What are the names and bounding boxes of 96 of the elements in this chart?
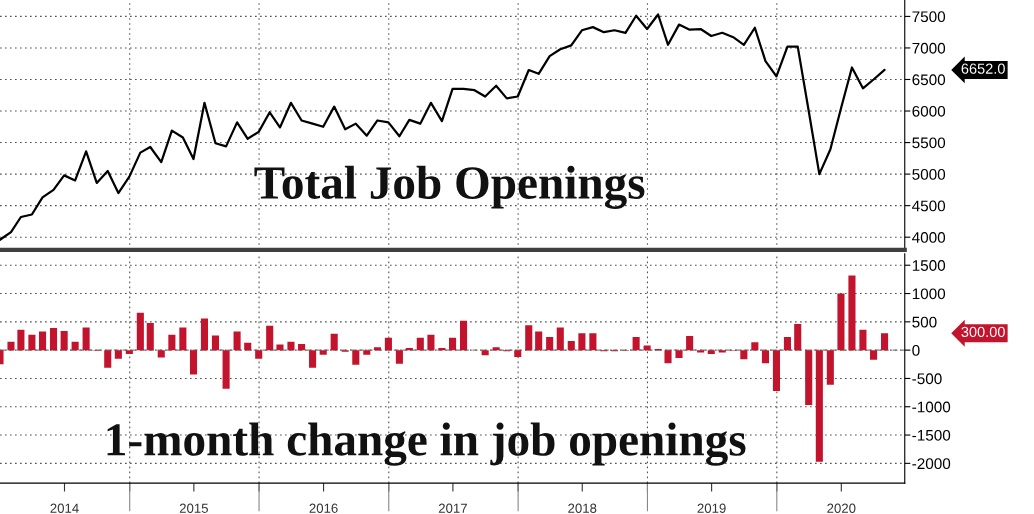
x-tick-label: 2018	[568, 503, 597, 513]
bar	[525, 325, 533, 351]
bar	[707, 350, 715, 355]
bar	[783, 337, 791, 351]
bar	[772, 350, 781, 391]
bar	[459, 320, 468, 351]
y-tick-label: -1000	[912, 401, 951, 413]
bar	[17, 329, 25, 351]
bar	[427, 334, 435, 351]
bar	[125, 350, 133, 355]
bar	[686, 335, 694, 351]
bar	[664, 350, 672, 364]
y-tick-label: 0	[912, 345, 920, 356]
bar	[859, 329, 867, 351]
bar	[675, 350, 683, 359]
y-tick-label: 7500	[912, 11, 946, 23]
bar	[837, 293, 845, 351]
bar	[28, 334, 36, 351]
bar	[805, 350, 813, 406]
bar	[309, 350, 317, 368]
bar	[276, 344, 284, 351]
bar	[49, 328, 58, 351]
bar	[761, 350, 770, 364]
bar	[363, 350, 371, 355]
bar	[535, 331, 543, 351]
y-tick-label: 7000	[912, 42, 946, 54]
line-series	[0, 13, 886, 241]
bar	[826, 350, 834, 385]
bar	[319, 350, 327, 355]
bar	[546, 337, 554, 351]
bar	[578, 333, 586, 351]
bar	[7, 341, 15, 351]
x-tick-label: 2015	[179, 503, 208, 513]
y-tick-label: 4500	[912, 200, 946, 212]
bar	[38, 331, 47, 351]
text: 300.00	[961, 326, 1005, 338]
bar	[168, 334, 176, 351]
bar	[794, 324, 802, 351]
x-tick-label: 2019	[697, 503, 726, 513]
bar	[82, 327, 90, 351]
bar	[815, 350, 823, 462]
bar	[589, 333, 597, 351]
y-tick-label: 4000	[912, 232, 946, 243]
bar	[179, 327, 187, 351]
x-tick-label: 2020	[827, 503, 856, 513]
bar	[492, 347, 500, 351]
y-tick-label: -2000	[912, 458, 951, 470]
bar	[395, 350, 403, 364]
bar	[211, 335, 220, 351]
bar	[449, 337, 457, 351]
y-tick-label: 1000	[912, 288, 946, 300]
bar	[157, 350, 165, 358]
bar	[330, 333, 338, 351]
bar	[556, 327, 564, 351]
bar	[71, 341, 79, 351]
bar	[200, 318, 209, 351]
bar	[567, 341, 575, 351]
y-tick-label: -500	[912, 373, 942, 385]
bar	[114, 350, 122, 359]
bar	[266, 325, 274, 351]
annotation: 1-month change in job openings	[107, 422, 746, 466]
bar	[384, 337, 392, 351]
bar	[740, 350, 748, 360]
y-tick-label: -1500	[912, 429, 951, 441]
bar	[881, 333, 889, 351]
bar	[352, 350, 360, 365]
x-tick-label: 2017	[438, 503, 467, 513]
bar	[298, 343, 306, 351]
y-tick-label: 5500	[912, 137, 946, 149]
annotation: Total Job Openings	[254, 165, 645, 209]
bar	[233, 331, 241, 351]
bar	[373, 347, 381, 351]
bar	[60, 330, 68, 351]
x-tick-label: 2016	[309, 503, 338, 513]
bar	[146, 322, 154, 351]
bar	[222, 350, 230, 389]
y-tick-label: 1500	[912, 260, 946, 271]
text: 6652.0	[961, 63, 1005, 74]
y-tick-label: 500	[912, 316, 937, 328]
bar	[104, 350, 112, 368]
bar	[751, 342, 759, 351]
bar	[514, 350, 522, 357]
y-tick-label: 5000	[912, 168, 946, 180]
bar	[632, 337, 640, 351]
bar	[189, 350, 198, 375]
y-tick-label: 6500	[912, 74, 946, 86]
y-tick-label: 6000	[912, 105, 946, 117]
bar	[244, 342, 252, 351]
x-tick-label: 2014	[50, 503, 79, 513]
bar	[481, 350, 489, 356]
bar	[136, 312, 144, 351]
bar	[287, 341, 295, 351]
bar	[416, 337, 424, 351]
bar	[848, 275, 856, 351]
bar	[255, 350, 263, 359]
bar	[870, 350, 878, 360]
